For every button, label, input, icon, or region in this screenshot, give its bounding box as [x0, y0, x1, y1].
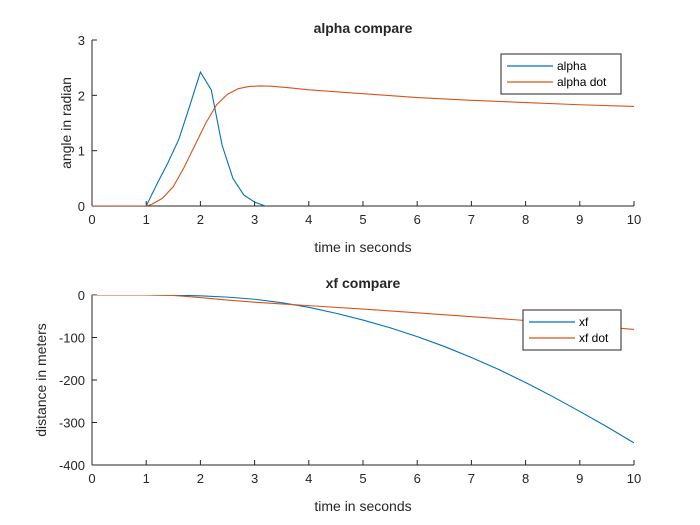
chart2-xlabel: time in seconds	[314, 498, 411, 514]
chart1-legend-label-alpha-dot: alpha dot	[557, 75, 607, 89]
chart2-x-tick-label: 6	[414, 471, 421, 486]
chart2-x-tick-label: 0	[88, 471, 95, 486]
chart2-x-tick-label: 7	[468, 471, 475, 486]
chart1-y-tick-label: 1	[78, 144, 85, 159]
chart1-legend-box	[500, 53, 622, 95]
chart1-x-tick-label: 3	[251, 212, 258, 227]
chart2-x-tick-label: 1	[143, 471, 150, 486]
chart1-x-tick-label: 0	[88, 212, 95, 227]
chart1-title: alpha compare	[314, 20, 413, 36]
chart1-y-tick-label: 2	[78, 88, 85, 103]
chart2-x-tick-label: 10	[627, 471, 641, 486]
chart1-x-tick-label: 9	[576, 212, 583, 227]
chart2-title: xf compare	[326, 275, 401, 291]
chart2-x-tick-label: 3	[251, 471, 258, 486]
chart1-xlabel: time in seconds	[314, 239, 411, 255]
chart1-x-tick-label: 5	[359, 212, 366, 227]
chart1-series-alpha-dot-line	[92, 85, 634, 206]
chart2-ylabel: distance in meters	[33, 323, 49, 437]
chart1-ylabel: angle in radian	[58, 77, 74, 169]
chart1-series-alpha-line	[92, 70, 269, 206]
chart2-y-tick-label: -300	[59, 416, 85, 431]
chart2-y-tick-label: -100	[59, 331, 85, 346]
chart2-series-xf-line	[92, 295, 634, 444]
chart1-y-tick-label: 3	[78, 33, 85, 48]
chart1-y-tick-label: 0	[78, 199, 85, 214]
chart1-x-tick-label: 7	[468, 212, 475, 227]
chart2-legend-label-xf: xf	[579, 315, 589, 329]
chart2-y-tick-label: 0	[78, 288, 85, 303]
chart2-x-tick-label: 9	[576, 471, 583, 486]
chart2-legend-label-xf-dot: xf dot	[579, 331, 609, 345]
chart1-x-tick-label: 6	[414, 212, 421, 227]
chart2-y-tick-label: -400	[59, 458, 85, 473]
chart1-x-tick-label: 8	[522, 212, 529, 227]
chart2-x-tick-label: 4	[305, 471, 312, 486]
chart2-y-tick-label: -200	[59, 373, 85, 388]
chart2-legend-box	[522, 309, 622, 351]
chart2-x-tick-label: 5	[359, 471, 366, 486]
chart2-x-tick-label: 2	[197, 471, 204, 486]
chart1-legend-label-alpha: alpha	[557, 59, 587, 73]
chart2-series-xf-dot-line	[92, 295, 634, 330]
chart1-x-tick-label: 10	[627, 212, 641, 227]
chart1-x-tick-label: 4	[305, 212, 312, 227]
chart1-x-tick-label: 1	[143, 212, 150, 227]
chart2-x-tick-label: 8	[522, 471, 529, 486]
chart1-x-tick-label: 2	[197, 212, 204, 227]
